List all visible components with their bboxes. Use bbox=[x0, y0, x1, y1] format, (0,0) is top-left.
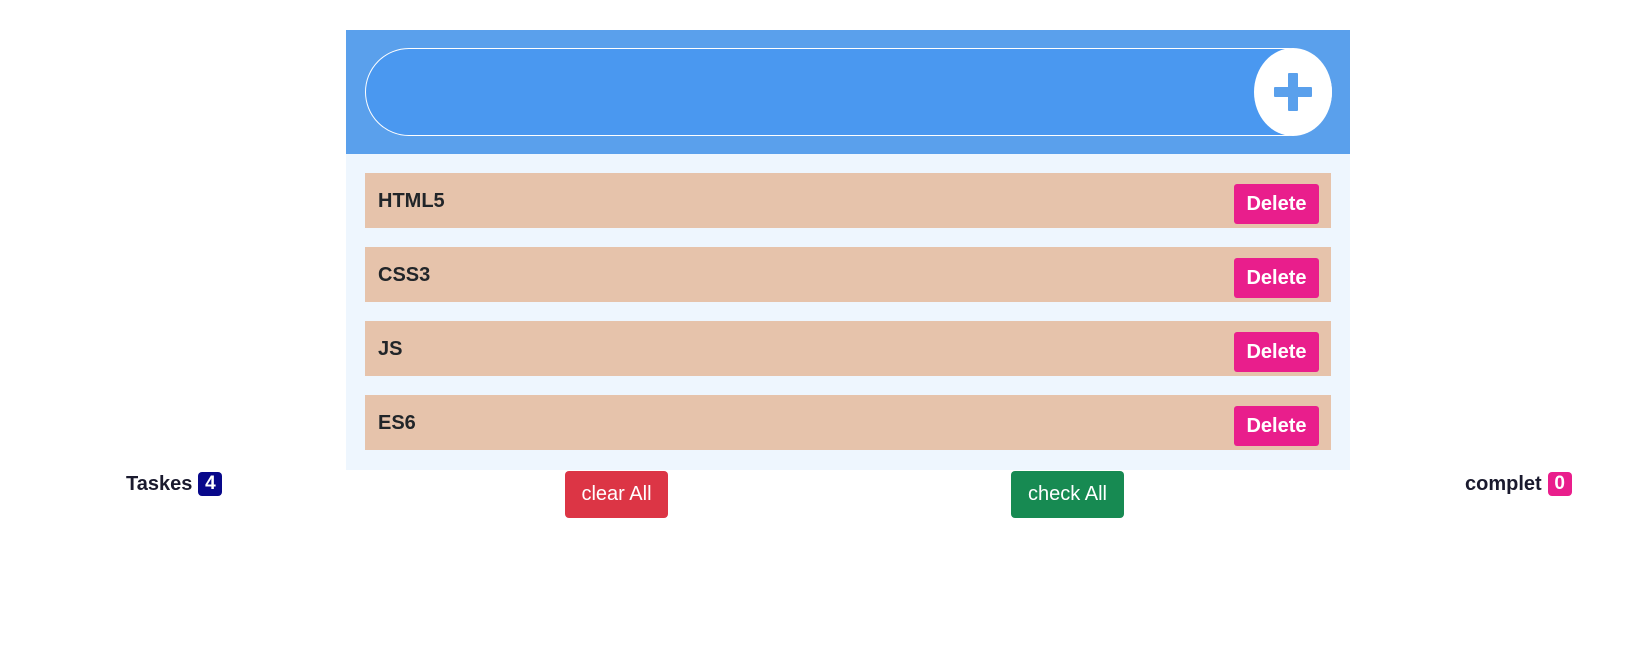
task-item: JS Delete bbox=[365, 321, 1331, 376]
task-label: ES6 bbox=[378, 412, 416, 434]
tasks-counter: Taskes 4 bbox=[126, 472, 223, 496]
check-all-button[interactable]: check All bbox=[1011, 471, 1124, 518]
add-task-button[interactable] bbox=[1254, 48, 1332, 136]
task-label: CSS3 bbox=[378, 264, 431, 286]
tasks-counter-label: Taskes bbox=[126, 472, 193, 495]
task-item: CSS3 Delete bbox=[365, 247, 1331, 302]
task-input[interactable] bbox=[365, 48, 1332, 136]
complete-counter-label: complet bbox=[1465, 472, 1542, 495]
todo-app: HTML5 Delete CSS3 Delete JS Delete ES6 D… bbox=[346, 30, 1350, 470]
task-item: ES6 Delete bbox=[365, 395, 1331, 450]
tasks-count-badge: 4 bbox=[198, 472, 223, 496]
delete-button[interactable]: Delete bbox=[1234, 406, 1319, 446]
complete-count-badge: 0 bbox=[1547, 472, 1572, 496]
complete-counter: complet 0 bbox=[1465, 472, 1572, 496]
delete-button[interactable]: Delete bbox=[1234, 258, 1319, 298]
plus-icon bbox=[1274, 73, 1312, 111]
task-item: HTML5 Delete bbox=[365, 173, 1331, 228]
task-label: HTML5 bbox=[378, 190, 445, 212]
clear-all-button[interactable]: clear All bbox=[565, 471, 668, 518]
delete-button[interactable]: Delete bbox=[1234, 332, 1319, 372]
delete-button[interactable]: Delete bbox=[1234, 184, 1319, 224]
task-list: HTML5 Delete CSS3 Delete JS Delete ES6 D… bbox=[346, 154, 1350, 470]
task-label: JS bbox=[378, 338, 403, 360]
header bbox=[346, 30, 1350, 154]
